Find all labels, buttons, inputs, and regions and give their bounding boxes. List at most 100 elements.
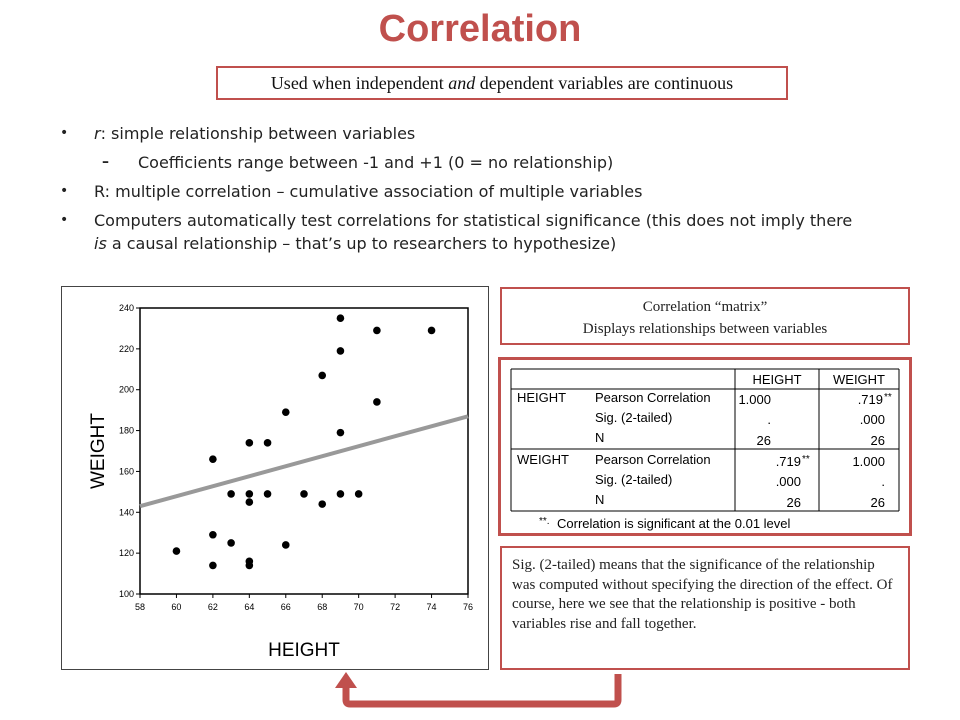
cell-wh-sig: .000	[776, 474, 801, 489]
footnote-mark: **.	[539, 516, 550, 527]
x-tick-label: 68	[317, 602, 327, 612]
bullet-dot-icon: •	[60, 125, 69, 141]
scatter-point	[209, 561, 217, 570]
bullet-sig-text-b: a causal relationship – that’s up to res…	[106, 234, 617, 253]
cell-hh-n: 26	[757, 433, 771, 448]
bullet-multiple-text: R: multiple correlation – cumulative ass…	[94, 182, 643, 201]
significance-note-box: Sig. (2-tailed) means that the significa…	[500, 546, 910, 670]
bullet-sig-emphasis: is	[94, 234, 107, 253]
bullet-simple-r: • r: simple relationship between variabl…	[60, 122, 920, 145]
col-header-weight: WEIGHT	[833, 372, 885, 387]
scatter-point	[209, 455, 217, 463]
cell-wh-r: .719	[776, 454, 801, 469]
scatter-svg: 58 60 62 64 66 68 70 72 74 76 100 120 140 160 180 200 2…	[88, 303, 473, 661]
cell-hw-n: 26	[871, 433, 885, 448]
scatter-point	[336, 314, 345, 323]
y-tick-label: 240	[119, 303, 134, 313]
cell-hw-stars: **	[884, 392, 892, 403]
bullet-significance: • Computers automatically test correlati…	[60, 209, 920, 255]
scatter-point	[263, 490, 272, 498]
stat-n-1: N	[595, 430, 604, 445]
sub-bullet-range: – Coefficients range between -1 and +1 (…	[60, 151, 920, 174]
scatter-point	[209, 530, 217, 539]
correlation-matrix-table: HEIGHT WEIGHT HEIGHT Pearson Correlation…	[510, 368, 900, 531]
x-tick-label: 76	[463, 602, 473, 612]
scatter-point	[245, 498, 254, 506]
significance-note-text: Sig. (2-tailed) means that the significa…	[512, 557, 893, 632]
scatter-point	[373, 398, 381, 406]
bullet-sig-text-a: Computers automatically test correlation…	[94, 211, 853, 230]
subtitle-text-pre: Used when independent	[270, 73, 449, 93]
row-header-weight: WEIGHT	[517, 452, 569, 467]
correlation-matrix-box: HEIGHT WEIGHT HEIGHT Pearson Correlation…	[498, 357, 912, 536]
y-axis-label: WEIGHT	[88, 413, 109, 489]
scatter-point	[245, 557, 254, 566]
scatter-point	[263, 439, 272, 447]
subtitle-emphasis: and	[448, 73, 476, 93]
scatter-point	[373, 326, 381, 335]
x-tick-label: 58	[135, 602, 145, 612]
scatter-point	[318, 371, 327, 380]
stat-sig-2: Sig. (2-tailed)	[595, 472, 672, 487]
cell-wh-n: 26	[787, 495, 801, 510]
cell-ww-sig: .	[881, 474, 885, 489]
stat-sig-1: Sig. (2-tailed)	[595, 410, 672, 425]
scatter-point	[245, 490, 254, 498]
bullet-r-emphasis: r	[94, 124, 101, 143]
plot-frame	[139, 307, 469, 595]
cell-wh-stars: **	[802, 454, 810, 465]
subtitle-box: Used when independent and dependent vari…	[216, 66, 788, 100]
scatter-point	[281, 408, 290, 416]
bullet-dot-icon: •	[60, 212, 69, 228]
scatter-point	[336, 490, 345, 498]
y-tick-label: 200	[119, 385, 134, 395]
col-header-height: HEIGHT	[752, 372, 801, 387]
y-tick-label: 180	[119, 426, 134, 436]
sub-bullet-text: Coefficients range between -1 and +1 (0 …	[138, 153, 614, 172]
y-tick-label: 100	[119, 589, 134, 599]
stat-pearson-1: Pearson Correlation	[595, 390, 711, 405]
scatter-point	[427, 326, 436, 335]
x-tick-label: 62	[208, 602, 218, 612]
cell-hw-sig: .000	[860, 412, 885, 427]
cell-hw-r: .719	[858, 392, 883, 407]
x-tick-label: 66	[281, 602, 291, 612]
x-tick-label: 72	[390, 602, 400, 612]
matrix-info-box: Correlation “matrix” Displays relationsh…	[500, 287, 910, 345]
x-ticks-group: 58 60 62 64 66 68 70 72 74 76	[135, 594, 473, 612]
x-tick-label: 64	[244, 602, 254, 612]
return-arrow-icon	[335, 672, 622, 708]
scatter-point	[227, 490, 235, 498]
fit-line	[139, 414, 469, 509]
matrix-info-desc: Displays relationships between variables	[582, 321, 828, 337]
cell-hh-r: 1.000	[738, 392, 771, 407]
y-tick-label: 140	[119, 507, 134, 517]
dash-icon: –	[102, 154, 109, 170]
scatter-point	[281, 541, 290, 549]
scatter-point	[300, 490, 308, 498]
scatter-point	[227, 539, 235, 547]
bullet-list: • r: simple relationship between variabl…	[60, 122, 920, 261]
scatter-plot: 58 60 62 64 66 68 70 72 74 76 100 120 140 160 180 200 2…	[61, 286, 489, 670]
row-header-height: HEIGHT	[517, 390, 566, 405]
y-tick-label: 160	[119, 466, 134, 476]
footnote-text: Correlation is significant at the 0.01 l…	[557, 516, 791, 531]
points-group	[172, 314, 436, 570]
x-axis-label: HEIGHT	[268, 640, 340, 661]
cell-ww-r: 1.000	[852, 454, 885, 469]
x-tick-label: 60	[171, 602, 181, 612]
x-tick-label: 74	[427, 602, 437, 612]
scatter-point	[336, 428, 345, 437]
scatter-point	[318, 500, 327, 508]
x-tick-label: 70	[354, 602, 364, 612]
y-tick-label: 220	[119, 344, 134, 354]
bullet-r-text: : simple relationship between variables	[100, 124, 416, 143]
slide-title: Correlation	[378, 8, 582, 50]
cell-ww-n: 26	[871, 495, 885, 510]
y-tick-label: 120	[119, 548, 134, 558]
scatter-point	[172, 547, 181, 555]
subtitle-text-post: dependent variables are continuous	[475, 73, 734, 93]
y-ticks-group: 100 120 140 160 180 200 220 240	[119, 303, 140, 599]
bullet-multiple-r: • R: multiple correlation – cumulative a…	[60, 180, 920, 203]
bullet-dot-icon: •	[60, 183, 69, 199]
